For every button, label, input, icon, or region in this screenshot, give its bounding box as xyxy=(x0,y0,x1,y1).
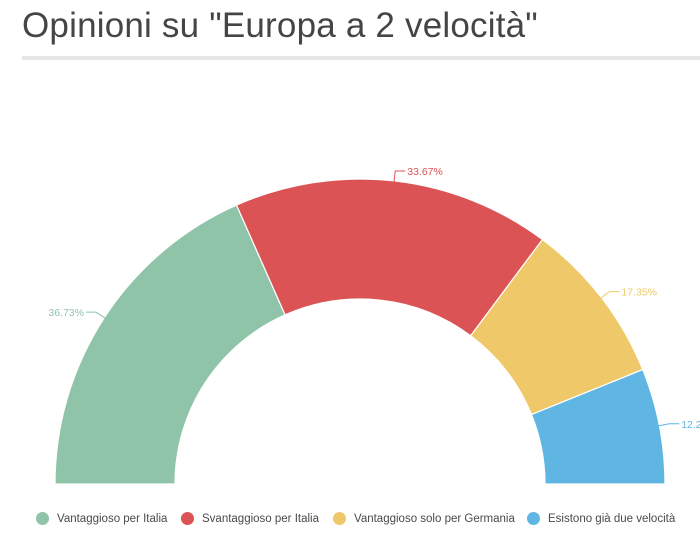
semi-donut-chart: 36.73% 33.67% 17.35% 12.24% xyxy=(48,166,700,485)
slice-label-vantaggioso-per-italia: 36.73% xyxy=(48,307,84,319)
leader-line-vantaggioso-solo-per-germania xyxy=(599,291,620,300)
legend-swatch xyxy=(36,512,49,525)
legend-swatch xyxy=(527,512,540,525)
legend-label: Vantaggioso solo per Germania xyxy=(354,512,515,525)
legend-label: Svantaggioso per Italia xyxy=(202,512,319,525)
slice-svantaggioso-per-italia[interactable] xyxy=(235,178,544,337)
leader-line-esistono-gia-due-velocita xyxy=(657,423,680,427)
legend-swatch xyxy=(181,512,194,525)
chart-title: Opinioni su "Europa a 2 velocità" xyxy=(22,6,538,45)
legend-label: Esistono già due velocità xyxy=(548,512,676,525)
slice-label-esistono-gia-due-velocita: 12.24% xyxy=(681,419,700,431)
legend-label: Vantaggioso per Italia xyxy=(57,512,168,525)
slice-label-vantaggioso-solo-per-germania: 17.35% xyxy=(621,287,657,299)
legend-item-vantaggioso-germania[interactable]: Vantaggioso solo per Germania xyxy=(333,512,515,525)
slice-label-svantaggioso-per-italia: 33.67% xyxy=(407,166,443,178)
legend-swatch xyxy=(333,512,346,525)
title-underline xyxy=(22,56,700,60)
legend-item-vantaggioso-italia[interactable]: Vantaggioso per Italia xyxy=(36,512,167,525)
leader-line-svantaggioso-per-italia xyxy=(393,170,406,183)
leader-line-vantaggioso-per-italia xyxy=(85,311,107,320)
slice-vantaggioso-per-italia[interactable] xyxy=(54,204,286,485)
legend-item-svantaggioso-italia[interactable]: Svantaggioso per Italia xyxy=(181,512,319,525)
legend-item-due-velocita[interactable]: Esistono già due velocità xyxy=(527,512,675,525)
slice-esistono-gia-due-velocita[interactable] xyxy=(530,368,666,485)
chart-legend: Vantaggioso per Italia Svantaggioso per … xyxy=(0,512,700,532)
